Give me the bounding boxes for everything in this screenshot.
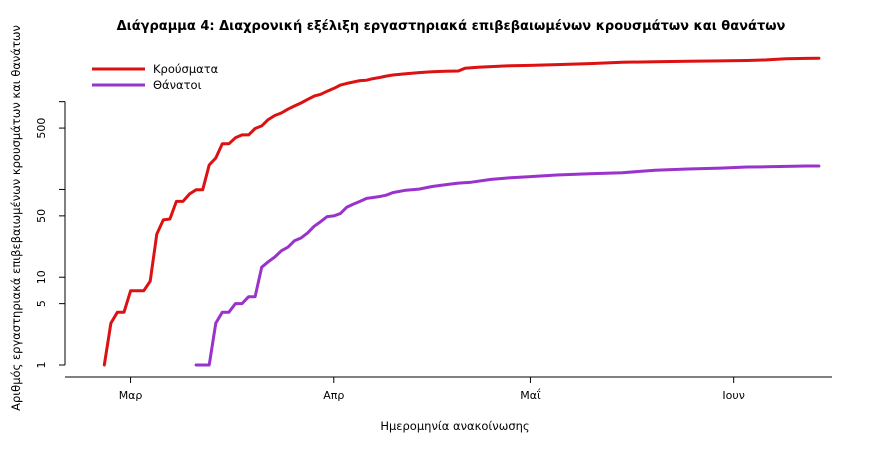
- series-line-cases: [102, 56, 821, 367]
- legend-label: Κρούσματα: [153, 62, 219, 76]
- y-tick-label: 10: [35, 270, 48, 284]
- y-axis: 1 5 10 50 500: [35, 101, 66, 369]
- x-tick-label: Απρ: [323, 389, 344, 402]
- y-tick-label: 5: [35, 300, 48, 307]
- chart-title: Διάγραμμα 4: Διαχρονική εξέλιξη εργαστηρ…: [117, 19, 786, 34]
- x-tick-label: Ιουν: [722, 389, 744, 402]
- legend-label: Θάνατοι: [153, 78, 202, 92]
- x-axis-label: Ημερομηνία ανακοίνωσης: [380, 419, 529, 433]
- x-axis: Μαρ Απρ Μαΐ Ιουν: [65, 376, 832, 402]
- y-tick-label: 1: [35, 362, 48, 369]
- y-tick-label: 50: [35, 209, 48, 223]
- legend: Κρούσματα Θάνατοι: [92, 62, 219, 92]
- y-axis-label: Αριθμός εργαστηριακά επιβεβαιωμένων κρου…: [9, 25, 23, 411]
- x-tick-label: Μαΐ: [520, 388, 541, 402]
- series-layer: [102, 56, 821, 367]
- y-tick-label: 500: [35, 118, 48, 139]
- series-line-deaths: [194, 164, 821, 367]
- x-tick-label: Μαρ: [119, 389, 143, 402]
